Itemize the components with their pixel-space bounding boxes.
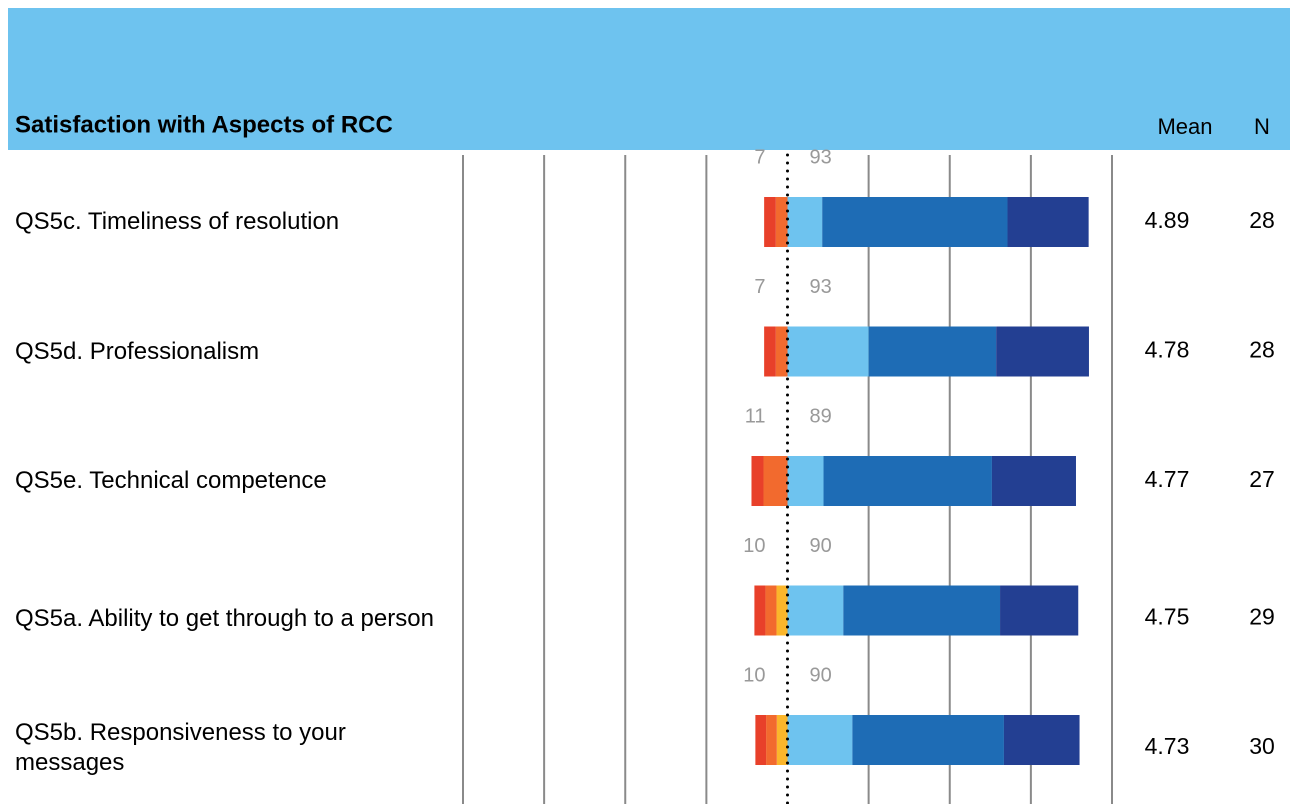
category-label: QS5e. Technical competence bbox=[15, 467, 327, 494]
bar-segment bbox=[765, 585, 777, 636]
bar-segment bbox=[764, 197, 776, 247]
bar-segment bbox=[776, 585, 788, 636]
bar-segment bbox=[775, 326, 788, 377]
category-label: QS5a. Ability to get through to a person bbox=[15, 604, 434, 632]
negative-total: 10 bbox=[743, 664, 765, 686]
category-label: QS5b. Responsiveness to your messages bbox=[15, 719, 346, 776]
bar-segment bbox=[1003, 715, 1080, 765]
mean-value: 4.75 bbox=[1145, 604, 1190, 630]
bar-segment bbox=[787, 585, 844, 636]
bar-segment bbox=[776, 715, 788, 765]
bar-segment bbox=[823, 456, 992, 506]
n-value: 28 bbox=[1249, 337, 1275, 363]
bar-segment bbox=[751, 456, 764, 506]
n-value: 30 bbox=[1249, 733, 1275, 759]
bar-segment bbox=[868, 326, 997, 377]
mean-value: 4.77 bbox=[1145, 466, 1190, 492]
n-value: 28 bbox=[1249, 207, 1275, 233]
category-label: QS5c. Timeliness of resolution bbox=[15, 208, 340, 235]
mean-value: 4.73 bbox=[1145, 733, 1190, 759]
n-value: 27 bbox=[1249, 466, 1275, 492]
bar-segment bbox=[996, 326, 1089, 377]
bar-segment bbox=[787, 197, 823, 247]
mean-value: 4.89 bbox=[1145, 207, 1190, 233]
mean-value: 4.78 bbox=[1145, 337, 1190, 363]
bar-segment bbox=[822, 197, 1008, 247]
positive-total: 93 bbox=[810, 146, 832, 168]
mean-header: Mean bbox=[1157, 114, 1212, 139]
bar-segment bbox=[775, 197, 788, 247]
category-label: QS5d. Professionalism bbox=[15, 337, 260, 365]
header-band bbox=[8, 8, 1290, 150]
positive-total: 90 bbox=[810, 535, 832, 557]
bar-segment bbox=[843, 585, 1001, 636]
positive-total: 90 bbox=[810, 664, 832, 686]
bar-segment bbox=[754, 585, 766, 636]
negative-total: 10 bbox=[743, 535, 765, 557]
bar-segment bbox=[763, 456, 788, 506]
negative-total: 11 bbox=[745, 405, 766, 427]
n-value: 29 bbox=[1249, 604, 1275, 630]
bar-segment bbox=[1007, 197, 1089, 247]
negative-total: 7 bbox=[754, 146, 765, 168]
positive-total: 93 bbox=[810, 276, 832, 298]
positive-total: 89 bbox=[810, 405, 832, 427]
bar-segment bbox=[1000, 585, 1079, 636]
chart-title: Satisfaction with Aspects of RCC bbox=[15, 111, 393, 138]
bar-segment bbox=[766, 715, 777, 765]
bar-segment bbox=[787, 456, 824, 506]
bar-segment bbox=[787, 326, 869, 377]
bar-segment bbox=[755, 715, 767, 765]
negative-total: 7 bbox=[754, 276, 765, 298]
bar-segment bbox=[764, 326, 776, 377]
bar-segment bbox=[852, 715, 1004, 765]
n-header: N bbox=[1254, 114, 1270, 139]
bar-segment bbox=[991, 456, 1076, 506]
bar-segment bbox=[787, 715, 853, 765]
